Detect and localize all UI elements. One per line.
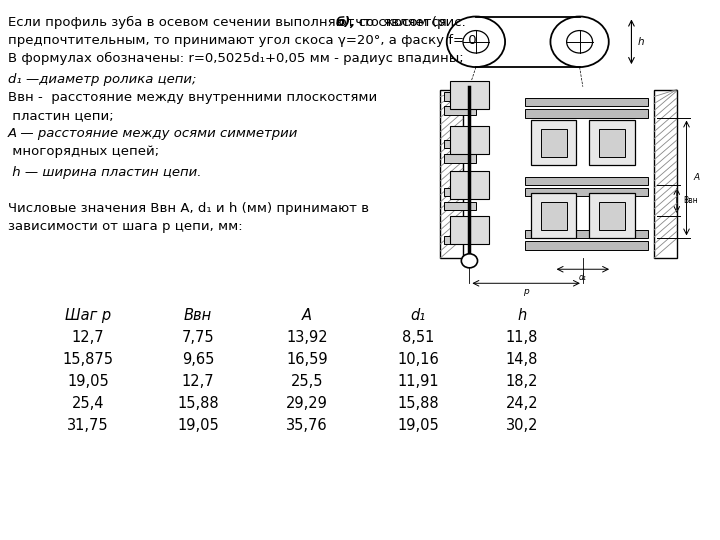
Bar: [531, 193, 577, 238]
Text: 29,29: 29,29: [286, 396, 328, 411]
Text: A: A: [302, 308, 312, 323]
Text: 30,2: 30,2: [505, 418, 539, 433]
Bar: [541, 202, 567, 230]
Bar: [525, 188, 648, 196]
Text: Bвн: Bвн: [184, 308, 212, 323]
Text: 15,875: 15,875: [63, 352, 114, 367]
Bar: [525, 98, 648, 106]
Text: h: h: [638, 37, 644, 47]
Bar: [444, 106, 476, 115]
Text: 13,92: 13,92: [286, 330, 328, 345]
Text: 11,8: 11,8: [506, 330, 538, 345]
Bar: [444, 235, 476, 244]
Text: 15,88: 15,88: [397, 396, 438, 411]
Bar: [599, 129, 625, 157]
Text: многорядных цепей;: многорядных цепей;: [8, 145, 159, 158]
Text: 25,4: 25,4: [72, 396, 104, 411]
Text: Bвн -  расстояние между внутренними плоскостями: Bвн - расстояние между внутренними плоск…: [8, 91, 377, 104]
Text: 18,2: 18,2: [505, 374, 539, 389]
Text: Шаг p: Шаг p: [65, 308, 111, 323]
Text: 8,51: 8,51: [402, 330, 434, 345]
Text: 19,05: 19,05: [177, 418, 219, 433]
Text: предпочтительным, то принимают угол скоса γ=20°, а фаску f= 0,2b.: предпочтительным, то принимают угол скос…: [8, 34, 502, 47]
Text: d₁ —диаметр ролика цепи;: d₁ —диаметр ролика цепи;: [8, 73, 197, 86]
Bar: [441, 90, 463, 258]
Bar: [590, 193, 635, 238]
Text: 11,91: 11,91: [397, 374, 438, 389]
Text: В формулах обозначены: r=0,5025d₁+0,05 мм - радиус впадины;: В формулах обозначены: r=0,5025d₁+0,05 м…: [8, 52, 464, 65]
Bar: [444, 92, 476, 101]
Text: A — расстояние между осями симметрии: A — расстояние между осями симметрии: [8, 127, 298, 140]
Text: 16,59: 16,59: [286, 352, 328, 367]
Bar: [450, 81, 489, 109]
Text: 24,2: 24,2: [505, 396, 539, 411]
Text: что является: что является: [351, 16, 447, 29]
Text: 7,75: 7,75: [181, 330, 215, 345]
Text: пластин цепи;: пластин цепи;: [8, 109, 114, 122]
Text: Bвн: Bвн: [683, 196, 698, 205]
Polygon shape: [476, 17, 580, 67]
Text: Числовые значения Bвн A, d₁ и h (мм) принимают в: Числовые значения Bвн A, d₁ и h (мм) при…: [8, 202, 369, 215]
Text: 9,65: 9,65: [182, 352, 214, 367]
Bar: [531, 120, 577, 165]
Text: Если профиль зуба в осевом сечении выполняют со скосом (рис.: Если профиль зуба в осевом сечении выпол…: [8, 16, 474, 29]
Text: 10,16: 10,16: [397, 352, 439, 367]
Text: зависимости от шага p цепи, мм:: зависимости от шага p цепи, мм:: [8, 220, 243, 233]
Text: б),: б),: [336, 16, 356, 29]
Bar: [525, 241, 648, 249]
Bar: [444, 154, 476, 163]
Bar: [541, 129, 567, 157]
Text: p: p: [523, 287, 529, 296]
Text: A: A: [693, 173, 699, 183]
Text: 12,7: 12,7: [181, 374, 215, 389]
Bar: [450, 216, 489, 244]
Text: h: h: [518, 308, 526, 323]
Bar: [450, 171, 489, 199]
Text: 12,7: 12,7: [72, 330, 104, 345]
Bar: [525, 177, 648, 185]
Bar: [654, 90, 677, 258]
Text: 14,8: 14,8: [506, 352, 538, 367]
Text: d₁: d₁: [410, 308, 426, 323]
Text: 35,76: 35,76: [286, 418, 328, 433]
Text: 31,75: 31,75: [67, 418, 109, 433]
Bar: [444, 202, 476, 210]
Bar: [590, 120, 635, 165]
Bar: [444, 140, 476, 149]
Bar: [450, 126, 489, 154]
Text: d₁: d₁: [579, 273, 587, 282]
Text: 15,88: 15,88: [177, 396, 219, 411]
Bar: [444, 188, 476, 196]
Text: h — ширина пластин цепи.: h — ширина пластин цепи.: [8, 166, 202, 179]
Text: 19,05: 19,05: [397, 418, 439, 433]
Text: 25,5: 25,5: [291, 374, 323, 389]
Text: 19,05: 19,05: [67, 374, 109, 389]
Bar: [525, 109, 648, 118]
Bar: [599, 202, 625, 230]
Bar: [525, 230, 648, 238]
Circle shape: [462, 254, 477, 268]
